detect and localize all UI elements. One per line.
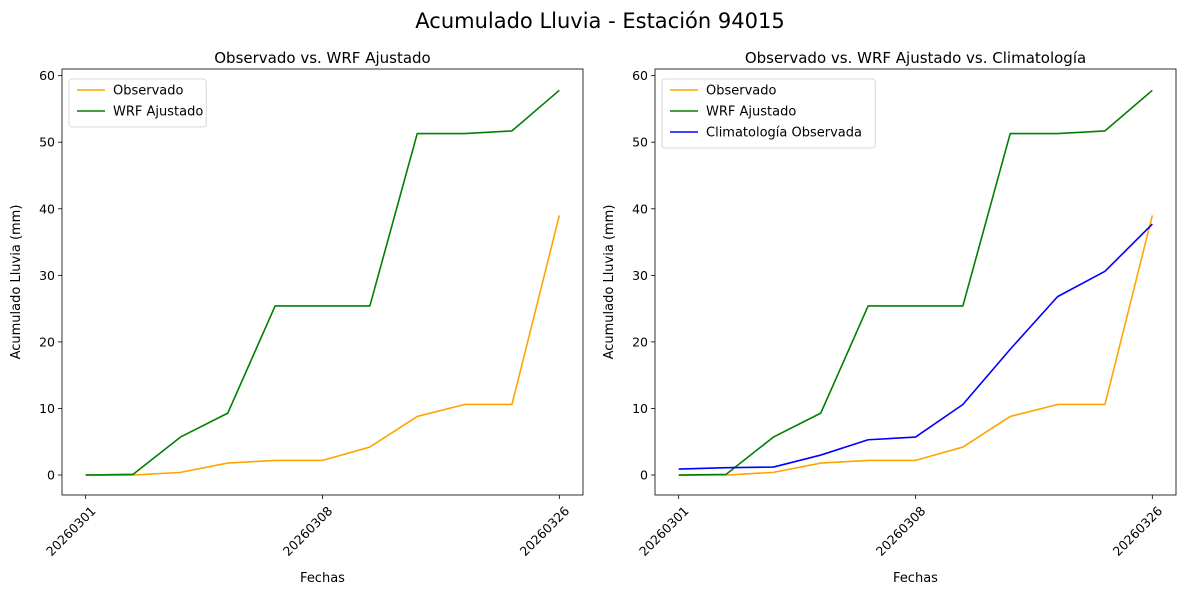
legend-label: Observado — [706, 84, 777, 99]
chart-title: Observado vs. WRF Ajustado — [214, 49, 430, 67]
y-tick-label: 60 — [39, 68, 55, 83]
chart-title: Observado vs. WRF Ajustado vs. Climatolo… — [745, 49, 1086, 67]
legend-box — [68, 78, 207, 128]
y-axis-label: Acumulado Lluvia (mm) — [602, 205, 617, 360]
y-tick-label: 10 — [39, 401, 55, 416]
series-line-3 — [678, 223, 1153, 470]
y-tick-label: 0 — [47, 468, 55, 483]
y-tick-label: 40 — [39, 201, 55, 216]
legend: Observado WRF Ajustado — [68, 78, 207, 128]
series-line-2 — [85, 89, 560, 476]
x-axis-label: Fechas — [893, 571, 938, 586]
series-line-2 — [678, 89, 1153, 476]
y-tick-label: 60 — [632, 68, 648, 83]
legend-box — [661, 78, 876, 149]
y-tick-label: 50 — [39, 135, 55, 150]
y-tick-label: 50 — [632, 135, 648, 150]
series-line-1 — [85, 215, 561, 476]
y-tick-label: 20 — [632, 334, 648, 349]
legend-label: WRF Ajustado — [113, 105, 203, 120]
y-tick-label: 10 — [632, 401, 648, 416]
series-line-1 — [678, 215, 1154, 476]
y-tick-label: 40 — [632, 201, 648, 216]
y-axis-label: Acumulado Lluvia (mm) — [9, 205, 24, 360]
legend-label: Observado — [113, 84, 184, 99]
legend: Observado WRF Ajustado Climatología Observ… — [661, 78, 876, 149]
figure-suptitle: Acumulado Lluvia - Estación 94015 — [415, 9, 784, 33]
x-axis-label: Fechas — [300, 571, 345, 586]
legend-label: WRF Ajustado — [706, 105, 796, 120]
y-tick-label: 0 — [640, 468, 648, 483]
legend-label: Climatología Observada — [706, 126, 862, 141]
y-tick-label: 30 — [39, 268, 55, 283]
y-tick-label: 20 — [39, 334, 55, 349]
y-tick-label: 30 — [632, 268, 648, 283]
